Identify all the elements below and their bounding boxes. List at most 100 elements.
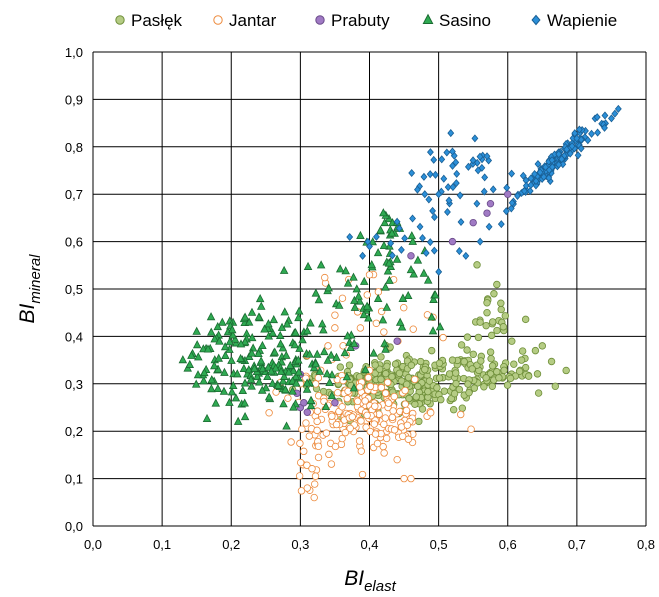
data-point <box>425 377 434 385</box>
data-point <box>430 246 438 255</box>
y-axis-title-main: BI <box>16 304 39 324</box>
data-point <box>381 282 390 291</box>
data-point <box>547 357 556 366</box>
data-point <box>469 350 477 358</box>
data-point <box>419 234 426 243</box>
data-point <box>332 352 341 361</box>
data-point <box>534 389 543 397</box>
data-point <box>427 409 435 417</box>
data-point <box>215 336 224 345</box>
data-point <box>500 366 508 375</box>
data-point <box>532 181 540 190</box>
data-point <box>319 346 329 356</box>
data-point <box>322 429 331 437</box>
data-point <box>325 377 334 387</box>
data-point <box>419 268 429 277</box>
data-point <box>306 400 316 410</box>
data-point <box>281 350 291 359</box>
data-point <box>504 190 512 198</box>
data-point <box>462 251 470 260</box>
legend-item: Pasłęk <box>115 11 183 30</box>
data-point <box>403 421 412 429</box>
data-point <box>373 293 383 302</box>
data-point <box>450 389 459 398</box>
data-point <box>477 357 485 365</box>
data-point <box>517 356 526 364</box>
data-point <box>486 348 495 356</box>
data-point <box>397 377 406 385</box>
data-point <box>395 369 404 378</box>
data-point <box>382 369 390 378</box>
data-point <box>311 480 319 488</box>
x-tick-label: 0,6 <box>499 537 517 552</box>
data-point <box>334 300 344 309</box>
data-point <box>258 340 267 349</box>
data-point <box>246 374 256 383</box>
data-point <box>502 207 510 216</box>
data-point <box>548 156 556 165</box>
data-point <box>345 361 354 369</box>
data-point <box>385 275 394 284</box>
data-point <box>367 260 376 269</box>
data-point <box>566 149 574 158</box>
data-point <box>435 322 445 331</box>
data-point <box>531 346 540 355</box>
data-point <box>433 384 441 392</box>
data-point <box>501 312 509 320</box>
data-point <box>483 299 491 307</box>
data-point <box>534 159 542 169</box>
data-point <box>574 151 582 160</box>
x-tick-label: 0,0 <box>84 537 102 552</box>
data-point <box>488 318 497 326</box>
data-point <box>380 449 388 457</box>
data-point <box>406 265 416 274</box>
data-point <box>381 344 390 353</box>
data-point <box>356 324 365 332</box>
data-point <box>310 493 318 502</box>
data-point <box>594 128 602 137</box>
data-point <box>349 272 358 281</box>
data-point <box>497 220 505 229</box>
data-point <box>383 266 393 275</box>
data-point <box>405 394 413 403</box>
data-point <box>407 474 415 483</box>
data-point <box>474 166 482 175</box>
data-point <box>324 342 332 350</box>
data-point <box>407 361 416 369</box>
legend: Pasłęk Jantar Prabuty Sasino Wapienie <box>115 11 617 30</box>
data-point <box>455 247 463 256</box>
data-point <box>369 348 378 357</box>
data-point <box>400 474 408 483</box>
data-point <box>287 438 295 446</box>
data-point <box>476 152 484 161</box>
data-point <box>247 307 257 316</box>
data-point <box>432 170 439 179</box>
data-point <box>593 113 601 122</box>
data-point <box>308 465 316 473</box>
data-point <box>349 338 359 347</box>
data-point <box>473 261 481 269</box>
data-point <box>429 206 437 215</box>
data-point <box>331 324 339 332</box>
data-point <box>387 239 395 248</box>
data-point <box>555 150 563 159</box>
data-point <box>407 252 415 260</box>
data-point <box>296 458 305 467</box>
data-point <box>514 191 521 200</box>
data-point <box>317 319 327 328</box>
data-point <box>297 487 306 495</box>
data-point <box>306 395 316 404</box>
data-point <box>404 435 413 443</box>
data-point <box>401 400 409 408</box>
data-point <box>495 374 503 382</box>
data-point <box>295 472 304 480</box>
gridlines <box>92 51 647 527</box>
legend-label: Wapienie <box>547 11 617 30</box>
data-point <box>230 334 240 343</box>
data-point <box>256 356 266 365</box>
data-point <box>521 315 530 324</box>
data-point <box>471 134 479 143</box>
data-point <box>357 417 365 425</box>
y-tick-label: 0,5 <box>65 282 83 297</box>
data-point <box>416 222 424 231</box>
